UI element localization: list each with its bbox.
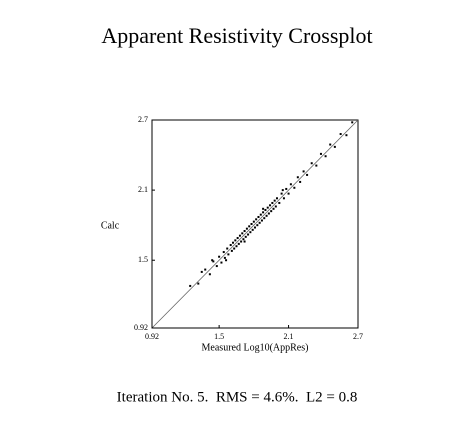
point bbox=[244, 235, 247, 238]
point bbox=[270, 210, 273, 213]
point bbox=[240, 240, 243, 243]
point bbox=[258, 221, 261, 224]
point bbox=[235, 245, 238, 248]
point bbox=[232, 241, 235, 244]
point bbox=[233, 247, 236, 250]
y-axis-label: Calc bbox=[101, 220, 120, 231]
point bbox=[237, 242, 240, 245]
point bbox=[252, 220, 255, 223]
point bbox=[215, 265, 218, 268]
point bbox=[218, 255, 221, 258]
point bbox=[197, 282, 200, 285]
point bbox=[289, 183, 292, 186]
y-tick-label: 0.92 bbox=[134, 323, 148, 332]
point bbox=[351, 121, 354, 124]
point bbox=[299, 180, 302, 183]
point bbox=[238, 234, 241, 237]
point bbox=[222, 251, 225, 254]
point bbox=[234, 239, 237, 242]
point bbox=[208, 273, 211, 276]
point bbox=[296, 176, 299, 179]
point bbox=[245, 227, 248, 230]
point bbox=[242, 238, 245, 241]
x-tick-label: 1.5 bbox=[214, 332, 224, 341]
footer: Iteration No. 5. RMS = 4.6%. L2 = 0.8 bbox=[117, 389, 358, 405]
point bbox=[247, 233, 250, 236]
y-tick-label: 1.5 bbox=[138, 255, 148, 264]
point bbox=[262, 211, 265, 214]
point bbox=[293, 186, 296, 189]
point bbox=[275, 197, 278, 200]
point bbox=[260, 219, 263, 222]
point bbox=[230, 249, 233, 252]
point bbox=[256, 224, 259, 227]
point bbox=[259, 213, 262, 216]
point bbox=[287, 192, 290, 195]
point bbox=[189, 284, 192, 287]
point bbox=[211, 259, 214, 262]
point bbox=[273, 199, 276, 202]
point bbox=[310, 162, 313, 165]
point bbox=[345, 134, 348, 137]
point bbox=[204, 268, 207, 271]
x-tick-label: 0.92 bbox=[145, 332, 159, 341]
point bbox=[329, 143, 332, 146]
point bbox=[249, 231, 252, 234]
point bbox=[267, 212, 270, 215]
point bbox=[265, 214, 268, 217]
point bbox=[339, 133, 342, 136]
point bbox=[263, 217, 266, 220]
point bbox=[262, 207, 265, 210]
reference-line bbox=[151, 119, 359, 329]
point bbox=[251, 228, 254, 231]
y-tick-label: 2.7 bbox=[138, 115, 148, 124]
point bbox=[281, 189, 284, 192]
point bbox=[285, 187, 288, 190]
point bbox=[271, 201, 274, 204]
point bbox=[278, 201, 281, 204]
point bbox=[248, 225, 251, 228]
point bbox=[229, 244, 232, 247]
plot-frame bbox=[151, 119, 359, 329]
point bbox=[306, 173, 309, 176]
point bbox=[266, 206, 269, 209]
point bbox=[282, 197, 285, 200]
point bbox=[223, 256, 226, 259]
point bbox=[227, 253, 230, 256]
y-tick-label: 2.1 bbox=[138, 185, 148, 194]
point bbox=[302, 170, 305, 173]
point bbox=[333, 145, 336, 148]
point bbox=[319, 152, 322, 155]
point bbox=[280, 192, 283, 195]
x-tick-label: 2.7 bbox=[353, 332, 363, 341]
point bbox=[257, 215, 260, 218]
point bbox=[212, 260, 215, 263]
point bbox=[220, 261, 223, 264]
point bbox=[264, 208, 267, 211]
chart-title: Apparent Resistivity Crossplot bbox=[101, 23, 372, 48]
point bbox=[255, 218, 258, 221]
point bbox=[250, 223, 253, 225]
x-axis-label: Measured Log10(AppRes) bbox=[202, 342, 309, 353]
point bbox=[254, 226, 256, 229]
point bbox=[315, 164, 318, 167]
point bbox=[243, 240, 246, 243]
point bbox=[243, 230, 246, 233]
point bbox=[225, 259, 228, 262]
point bbox=[269, 204, 272, 207]
point bbox=[226, 247, 229, 250]
point bbox=[241, 232, 244, 235]
point bbox=[200, 270, 203, 273]
point bbox=[236, 237, 239, 240]
point bbox=[274, 205, 277, 208]
point bbox=[272, 207, 275, 210]
point bbox=[324, 155, 327, 158]
x-tick-label: 2.1 bbox=[284, 332, 294, 341]
